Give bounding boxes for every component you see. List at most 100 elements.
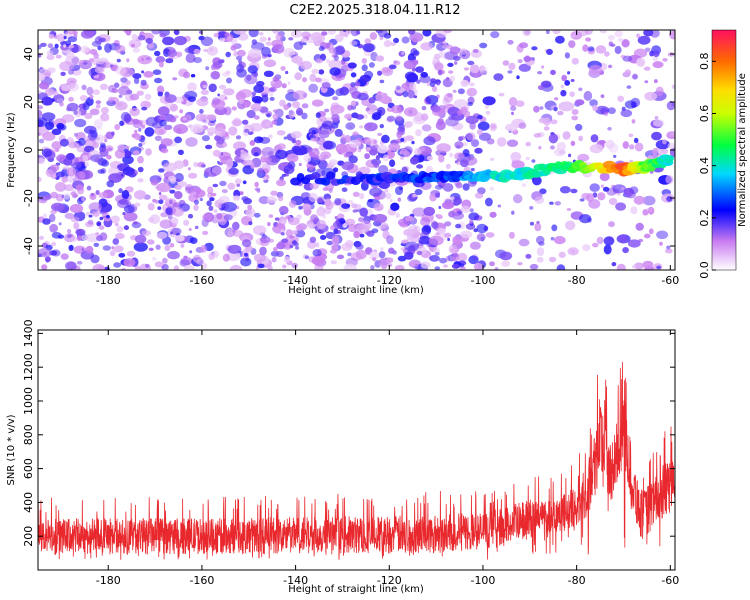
noise-blob [151, 30, 161, 35]
noise-blob [559, 186, 571, 194]
noise-blob [315, 112, 321, 119]
noise-blob [439, 50, 443, 55]
noise-blob [537, 71, 543, 75]
noise-blob [554, 148, 565, 157]
noise-blob [518, 63, 531, 72]
noise-blob [330, 104, 345, 114]
noise-blob [414, 112, 424, 122]
noise-blob [571, 34, 576, 38]
noise-blob [460, 48, 467, 55]
noise-blob [329, 161, 335, 167]
noise-blob [372, 213, 388, 224]
noise-blob [290, 131, 302, 139]
noise-blob [447, 106, 460, 117]
noise-blob [38, 132, 41, 137]
noise-blob [235, 91, 246, 102]
noise-blob [465, 115, 479, 124]
noise-blob [51, 202, 65, 212]
noise-blob [643, 66, 651, 71]
noise-blob [81, 84, 87, 91]
noise-blob [592, 242, 599, 248]
noise-blob [448, 115, 455, 121]
noise-blob [276, 143, 286, 150]
noise-blob [126, 80, 131, 85]
noise-blob [579, 214, 592, 224]
noise-blob [421, 113, 429, 121]
noise-blob [621, 39, 630, 48]
noise-blob [511, 111, 514, 116]
noise-blob [123, 212, 138, 222]
noise-blob [633, 262, 645, 270]
noise-blob [227, 182, 236, 190]
noise-blob [118, 252, 126, 258]
noise-blob [100, 113, 110, 122]
noise-blob [652, 56, 659, 62]
noise-blob [88, 214, 93, 218]
noise-blob [259, 36, 267, 43]
noise-blob [82, 154, 89, 162]
noise-blob [85, 245, 94, 254]
noise-blob [347, 62, 357, 69]
noise-blob [369, 32, 378, 40]
noise-blob [377, 132, 383, 136]
noise-blob [403, 107, 418, 117]
noise-blob [531, 57, 535, 61]
noise-blob [253, 152, 259, 157]
noise-blob [459, 263, 465, 268]
noise-blob [473, 262, 483, 270]
noise-blob [190, 74, 196, 78]
noise-blob [159, 32, 167, 38]
noise-blob [267, 265, 273, 270]
noise-blob [172, 77, 178, 81]
noise-blob [529, 206, 534, 210]
noise-blob [326, 58, 330, 64]
noise-blob [228, 227, 234, 232]
noise-blob [185, 137, 198, 147]
noise-blob [363, 43, 375, 53]
y-tick-label: -40 [22, 237, 35, 255]
noise-blob [354, 81, 361, 87]
noise-blob [138, 127, 142, 132]
noise-blob [632, 73, 638, 80]
noise-blob [540, 80, 552, 88]
noise-blob [159, 219, 173, 229]
noise-blob [179, 259, 191, 267]
noise-blob [378, 251, 386, 259]
noise-blob [125, 30, 132, 36]
noise-blob [652, 119, 665, 127]
noise-blob [38, 248, 52, 258]
noise-blob [66, 175, 78, 183]
noise-blob [50, 170, 58, 179]
noise-blob [268, 214, 274, 218]
noise-blob [608, 64, 613, 69]
noise-blob [291, 262, 298, 269]
noise-blob [436, 213, 442, 220]
noise-blob [202, 230, 209, 235]
noise-blob [145, 37, 153, 44]
noise-blob [232, 30, 247, 35]
noise-blob [247, 65, 258, 74]
noise-blob [259, 236, 271, 243]
noise-blob [261, 146, 275, 157]
y-tick-label: 0 [22, 147, 35, 154]
noise-blob [392, 250, 397, 255]
noise-blob [309, 236, 317, 243]
snr-line [38, 361, 675, 560]
noise-blob [188, 228, 192, 231]
noise-blob [258, 32, 264, 36]
noise-blob [202, 84, 208, 89]
noise-blob [275, 33, 284, 41]
noise-blob [46, 50, 54, 57]
noise-blob [517, 59, 523, 64]
noise-blob [510, 151, 522, 162]
noise-blob [208, 205, 214, 211]
noise-blob [624, 69, 632, 76]
spectrogram-x-label: Height of straight line (km) [288, 285, 424, 296]
noise-blob [442, 183, 454, 192]
noise-blob [438, 154, 445, 163]
noise-blob [643, 30, 654, 37]
noise-blob [603, 244, 612, 255]
noise-blob [78, 137, 86, 146]
noise-blob [274, 217, 280, 221]
noise-blob [578, 87, 583, 92]
